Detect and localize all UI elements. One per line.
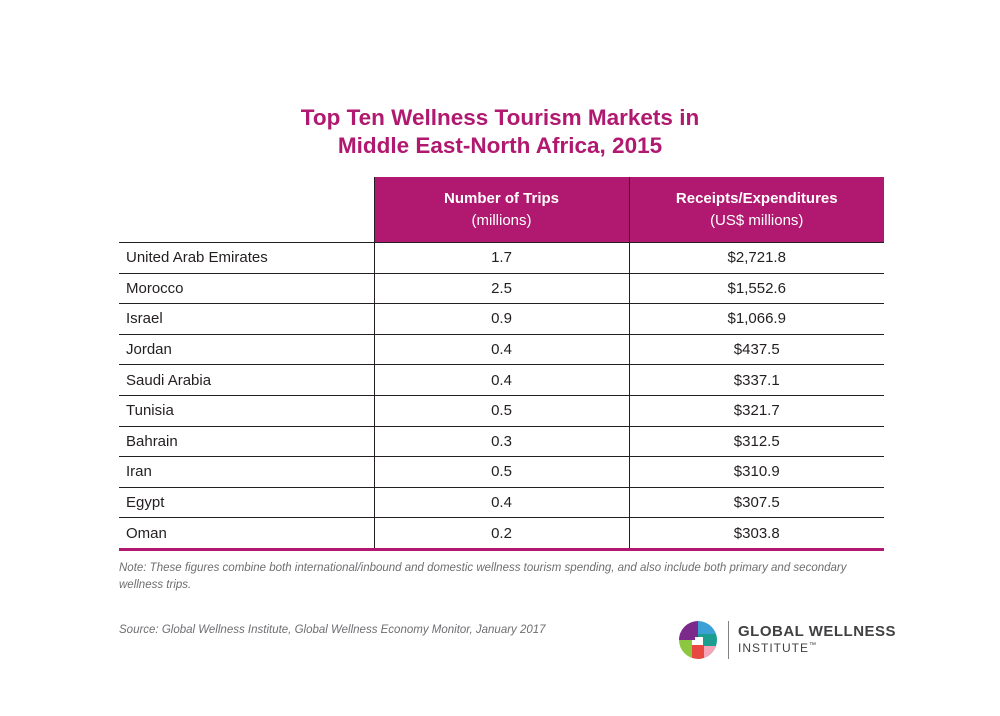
chart-title: Top Ten Wellness Tourism Markets in Midd… [0, 104, 1000, 160]
table-row: Oman 0.2 $303.8 [119, 517, 884, 551]
country-cell: Israel [119, 303, 374, 335]
gwi-logo-mark-icon [679, 621, 717, 659]
logo-name-line-1: GLOBAL WELLNESS [738, 623, 897, 640]
trips-cell: 0.3 [373, 425, 629, 457]
logo-separator [728, 621, 729, 659]
country-cell: United Arab Emirates [119, 242, 374, 274]
header-trips-sublabel: (millions) [471, 211, 532, 229]
receipts-cell: $310.9 [628, 456, 884, 488]
table-row: Egypt 0.4 $307.5 [119, 486, 884, 518]
header-receipts-label: Receipts/Expenditures [675, 189, 838, 207]
table-row: Bahrain 0.3 $312.5 [119, 425, 884, 457]
receipts-cell: $312.5 [628, 425, 884, 457]
logo-segment [698, 621, 717, 634]
header-blank-cell [119, 177, 374, 243]
trips-cell: 2.5 [373, 272, 629, 304]
table-row: United Arab Emirates 1.7 $2,721.8 [119, 242, 884, 274]
table-row: Iran 0.5 $310.9 [119, 456, 884, 488]
logo-segment [704, 646, 717, 659]
trips-cell: 0.5 [373, 456, 629, 488]
receipts-cell: $337.1 [628, 364, 884, 396]
country-cell: Jordan [119, 333, 374, 365]
source-citation: Source: Global Wellness Institute, Globa… [119, 624, 546, 636]
country-cell: Bahrain [119, 425, 374, 457]
table-row: Tunisia 0.5 $321.7 [119, 394, 884, 427]
title-line-2: Middle East-North Africa, 2015 [337, 133, 663, 158]
header-trips: Number of Trips (millions) [373, 177, 629, 243]
receipts-cell: $321.7 [628, 394, 884, 427]
receipts-cell: $1,066.9 [628, 303, 884, 335]
trips-cell: 0.9 [373, 303, 629, 335]
trips-cell: 1.7 [373, 242, 629, 274]
markets-table: Number of Trips (millions) Receipts/Expe… [119, 177, 884, 551]
country-cell: Morocco [119, 272, 374, 304]
table-row: Jordan 0.4 $437.5 [119, 333, 884, 365]
country-cell: Egypt [119, 486, 374, 518]
logo-segment [692, 645, 704, 659]
header-trips-label: Number of Trips [443, 189, 559, 207]
receipts-cell: $307.5 [628, 486, 884, 518]
country-cell: Saudi Arabia [119, 364, 374, 396]
trips-cell: 0.4 [373, 364, 629, 396]
receipts-cell: $1,552.6 [628, 272, 884, 304]
header-receipts: Receipts/Expenditures (US$ millions) [628, 177, 884, 243]
table-row: Morocco 2.5 $1,552.6 [119, 272, 884, 304]
trips-cell: 0.5 [373, 394, 629, 427]
logo-trademark: ™ [809, 642, 816, 649]
table-note: Note: These figures combine both interna… [119, 562, 847, 591]
country-cell: Tunisia [119, 394, 374, 427]
table-header-row: Number of Trips (millions) Receipts/Expe… [119, 177, 884, 243]
trips-cell: 0.4 [373, 486, 629, 518]
header-receipts-sublabel: (US$ millions) [710, 211, 804, 229]
receipts-cell: $2,721.8 [628, 242, 884, 274]
title-line-1: Top Ten Wellness Tourism Markets in [300, 105, 700, 130]
table-body: United Arab Emirates 1.7 $2,721.8 Morocco 2.… [119, 242, 884, 551]
receipts-cell: $437.5 [628, 333, 884, 365]
country-cell: Iran [119, 456, 374, 488]
table-row: Saudi Arabia 0.4 $337.1 [119, 364, 884, 396]
table-row: Israel 0.9 $1,066.9 [119, 303, 884, 335]
logo-institute-text: INSTITUTE [738, 641, 809, 655]
receipts-cell: $303.8 [628, 517, 884, 551]
logo-segment [679, 640, 692, 659]
country-cell: Oman [119, 517, 374, 551]
gwi-logo: GLOBAL WELLNESS INSTITUTE™ [678, 620, 896, 660]
trips-cell: 0.2 [373, 517, 629, 551]
trips-cell: 0.4 [373, 333, 629, 365]
logo-name-line-2: INSTITUTE™ [738, 641, 816, 655]
